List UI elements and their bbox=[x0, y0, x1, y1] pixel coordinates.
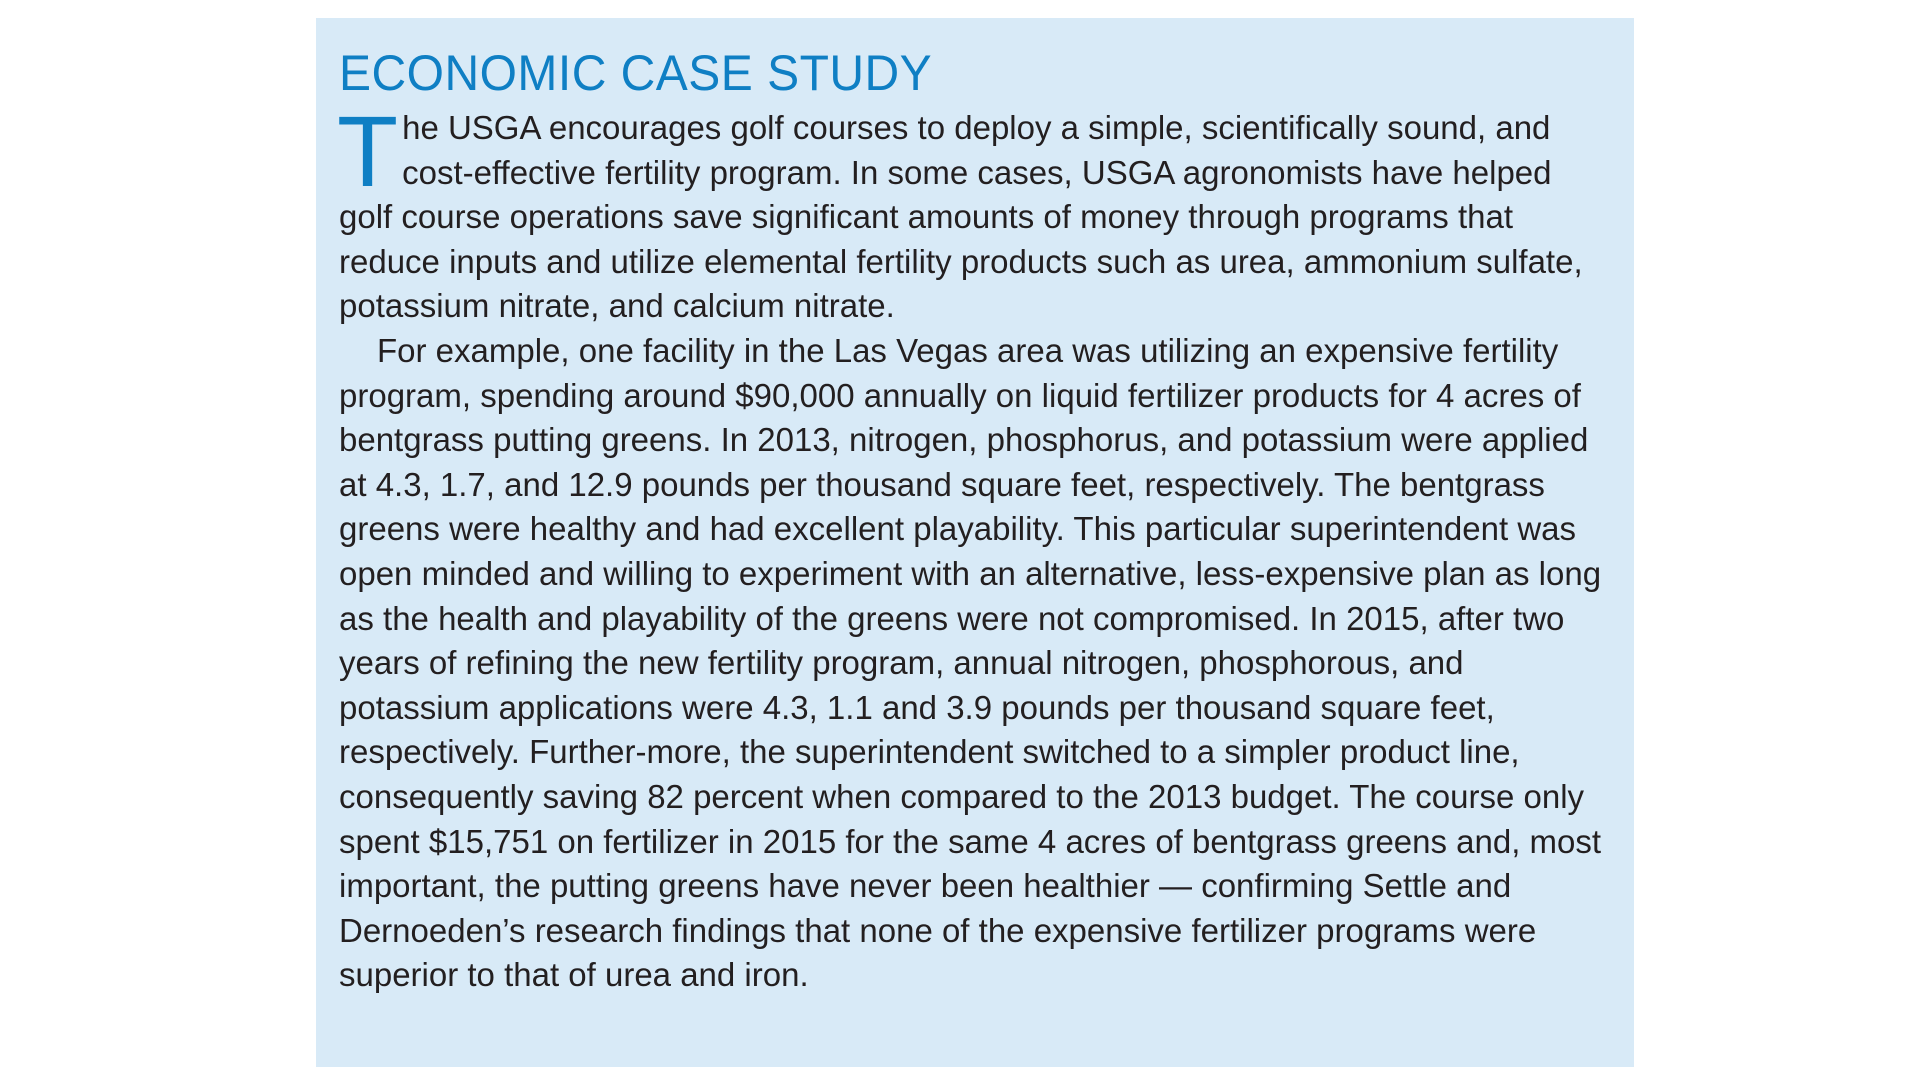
paragraph-intro-text: he USGA encourages golf courses to deplo… bbox=[339, 109, 1583, 325]
paragraph-example: For example, one facility in the Las Veg… bbox=[339, 331, 1602, 994]
drop-cap-letter: T bbox=[337, 96, 399, 208]
sidebar-title: ECONOMIC CASE STUDY bbox=[339, 45, 933, 101]
